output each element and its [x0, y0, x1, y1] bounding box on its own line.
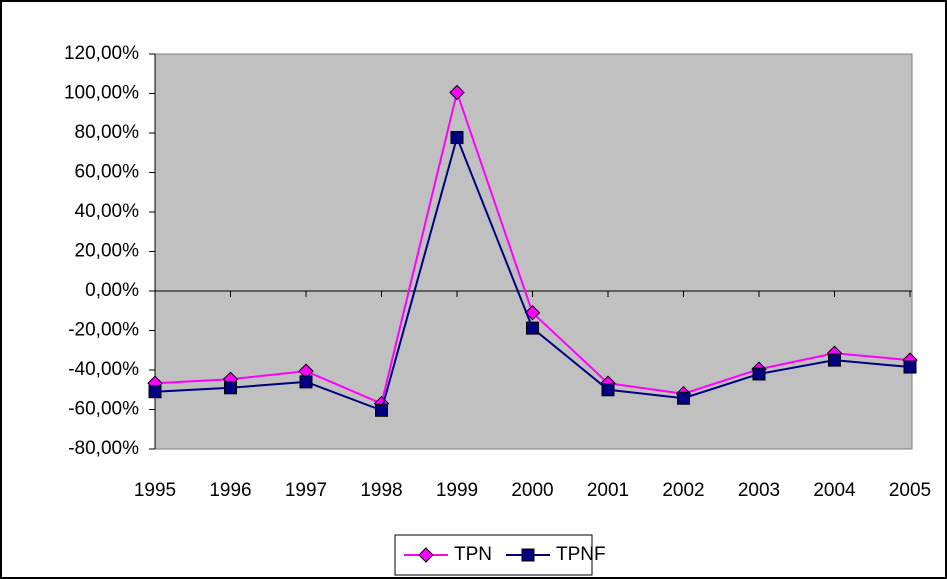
marker	[601, 383, 615, 397]
y-tick-label: 0,00%	[85, 280, 139, 301]
y-tick-label: -80,00%	[68, 438, 139, 459]
marker	[524, 305, 541, 321]
marker	[299, 375, 313, 389]
x-tick-label: 2005	[889, 480, 931, 501]
x-tick-label: 2004	[813, 480, 856, 501]
legend: TPN TPNF	[394, 534, 606, 576]
y-tick-label: 100,00%	[64, 83, 139, 104]
marker	[828, 353, 841, 367]
x-tick-label: 1997	[285, 480, 327, 501]
y-tick-label: 120,00%	[64, 43, 139, 64]
x-tick-label: 2001	[587, 480, 629, 501]
y-tick-label: 40,00%	[75, 201, 140, 222]
marker	[903, 360, 917, 374]
x-tick-label: 2000	[511, 480, 553, 501]
y-tick-label: 80,00%	[75, 122, 140, 143]
legend-label: TPNF	[556, 544, 606, 565]
y-tick-label: -40,00%	[68, 359, 139, 380]
x-tick-label: 2003	[738, 480, 780, 501]
marker	[418, 547, 434, 563]
y-tick-label: -60,00%	[68, 399, 139, 420]
marker	[375, 403, 388, 417]
marker	[526, 321, 539, 335]
marker	[224, 381, 237, 395]
marker	[449, 84, 465, 101]
x-tick-label: 1999	[436, 480, 478, 501]
plot-area	[154, 53, 913, 450]
marker	[450, 131, 464, 145]
y-tick-label: 60,00%	[75, 162, 140, 183]
marker	[148, 385, 162, 399]
y-tick-label: 20,00%	[75, 241, 140, 262]
marker	[752, 367, 766, 381]
x-tick-label: 1995	[134, 480, 176, 501]
y-tick-label: -20,00%	[68, 320, 139, 341]
x-tick-label: 1998	[360, 480, 402, 501]
x-tick-label: 2002	[662, 480, 704, 501]
x-tick-label: 1996	[209, 480, 251, 501]
marker	[677, 391, 690, 405]
marker	[521, 548, 535, 562]
legend-label: TPN	[454, 544, 492, 565]
